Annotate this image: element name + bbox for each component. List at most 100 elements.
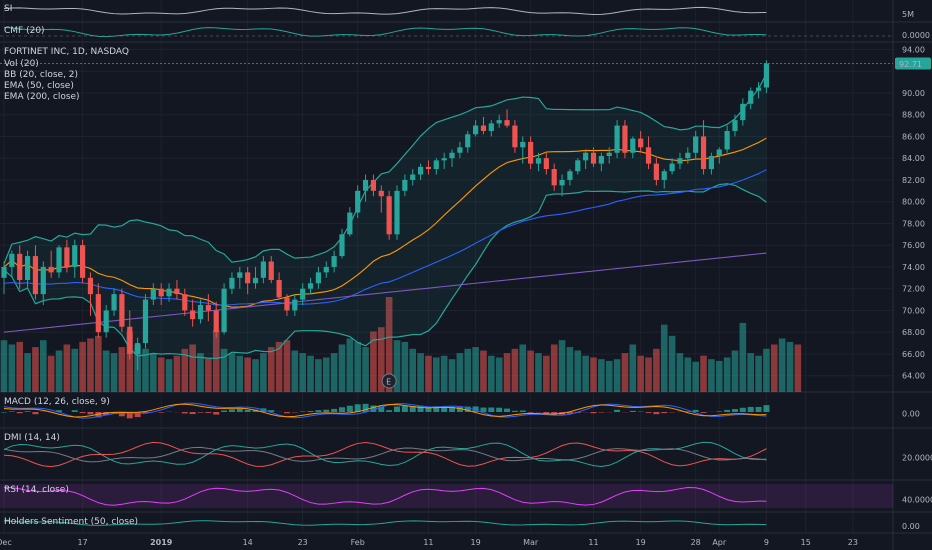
candle <box>80 239 86 284</box>
candle-body <box>661 171 667 180</box>
macd-bar <box>118 412 125 417</box>
volume-bar <box>566 347 574 392</box>
candle-body <box>158 288 164 297</box>
macd-bar <box>252 409 259 412</box>
volume-bar <box>535 353 542 392</box>
macd-bar <box>189 412 196 415</box>
candle-body <box>80 245 86 278</box>
macd-bar <box>8 411 15 412</box>
volume-bar <box>401 341 409 392</box>
macd-bar <box>205 412 212 413</box>
candle-body <box>111 294 117 311</box>
candle <box>449 149 455 167</box>
candle <box>740 98 746 126</box>
candle-body <box>150 288 156 300</box>
candle-body <box>323 266 329 273</box>
candle <box>473 120 479 137</box>
candle <box>72 239 78 278</box>
candle-body <box>276 279 282 298</box>
candle <box>583 149 589 170</box>
macd-bar <box>724 409 731 412</box>
candle <box>496 114 502 128</box>
candle <box>700 120 707 175</box>
candle-body <box>205 305 211 311</box>
candle-body <box>410 174 416 180</box>
candle-body <box>347 212 353 235</box>
macd-bar <box>504 408 511 412</box>
candle <box>323 261 329 278</box>
macd-bar <box>299 411 306 412</box>
volume-bar <box>181 348 189 392</box>
volume-bar <box>63 344 71 392</box>
candle <box>158 283 164 305</box>
candle <box>292 294 298 316</box>
candle-body <box>763 63 770 88</box>
macd-bar <box>425 406 432 412</box>
volume-bar <box>417 353 424 392</box>
candle-body <box>95 294 101 333</box>
macd-bar <box>456 407 463 412</box>
candle <box>174 279 180 300</box>
macd-line <box>3 402 767 419</box>
macd-bar <box>449 406 456 412</box>
candle <box>245 266 251 295</box>
candle <box>24 250 31 289</box>
volume-bar <box>283 340 291 392</box>
volume-bar <box>440 355 448 392</box>
candle-body <box>740 103 746 121</box>
candle <box>457 141 463 159</box>
volume-bar <box>228 353 236 392</box>
macd-bar <box>338 407 345 412</box>
candle <box>166 283 172 302</box>
x-tick-label: 23 <box>298 538 308 547</box>
volume-bar <box>32 347 39 392</box>
candle-body <box>166 288 172 297</box>
candle <box>567 169 573 186</box>
candle <box>150 283 156 305</box>
legend-item: BB (20, close, 2) <box>4 70 78 80</box>
volume-bar <box>629 344 637 392</box>
volume-bar <box>244 357 251 392</box>
candle-body <box>402 179 408 191</box>
macd-bar <box>126 412 133 419</box>
macd-bar <box>590 412 597 414</box>
candle <box>252 266 259 289</box>
macd-bar <box>354 404 361 412</box>
candle <box>190 299 196 327</box>
candle <box>685 147 691 164</box>
bollinger-band-fill <box>4 73 767 359</box>
macd-bar <box>394 406 400 412</box>
panel-axis-label: 40.0000 <box>902 496 932 505</box>
macd-bar <box>755 406 762 412</box>
volume-bar <box>275 341 283 392</box>
candle <box>221 283 227 335</box>
candle <box>87 272 94 316</box>
candle-body <box>135 343 141 354</box>
legend-item: EMA (50, close) <box>4 81 74 91</box>
volume-bar <box>621 353 629 392</box>
candle <box>205 294 211 322</box>
macd-bar <box>362 403 369 412</box>
macd-bar <box>142 412 149 414</box>
candle <box>40 261 46 305</box>
macd-bar <box>244 409 251 412</box>
volume-bar <box>668 335 676 392</box>
candle <box>331 250 337 273</box>
volume-bar <box>684 357 692 392</box>
price-tick-label: 78.00 <box>902 219 925 228</box>
volume-bar <box>456 353 464 392</box>
volume-bar <box>236 355 244 392</box>
candle-body <box>724 131 730 150</box>
candle <box>433 158 439 175</box>
price-tick-label: 74.00 <box>902 263 925 272</box>
x-tick-label: 15 <box>801 538 811 547</box>
holders-sentiment-line <box>3 520 767 526</box>
x-tick-label: 17 <box>78 538 88 547</box>
panel-label: SI <box>4 4 12 14</box>
volume-bar <box>660 324 668 392</box>
macd-bar <box>763 405 770 412</box>
volume-bar <box>708 359 715 392</box>
price-tick-label: 80.00 <box>902 198 925 207</box>
candle <box>9 250 15 278</box>
volume-bar <box>16 341 24 392</box>
